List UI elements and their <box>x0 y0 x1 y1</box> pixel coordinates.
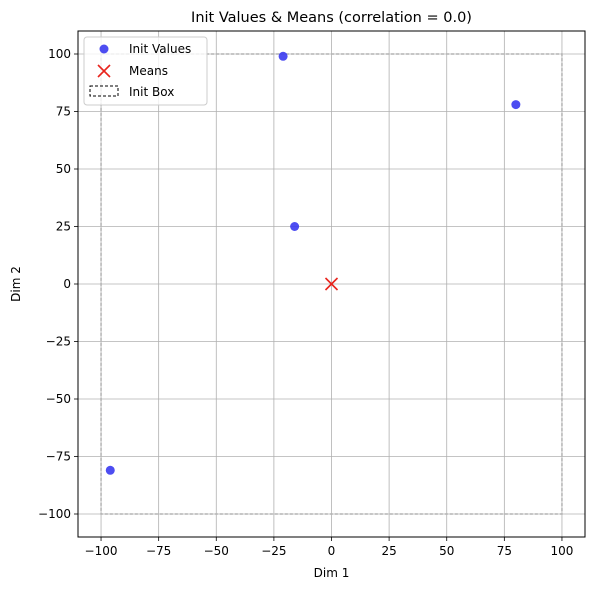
x-tick-label: 25 <box>381 544 396 558</box>
legend-marker-init-values <box>99 44 109 54</box>
y-tick-label: −25 <box>46 335 71 349</box>
y-tick-label: 100 <box>48 47 71 61</box>
y-tick-label: 25 <box>56 220 71 234</box>
init-value-point <box>278 51 288 61</box>
points-layer <box>105 51 521 475</box>
init-value-point <box>290 222 300 231</box>
y-tick-label: −50 <box>46 392 71 406</box>
x-tick-label: 50 <box>439 544 454 558</box>
init-value-point <box>511 100 521 110</box>
chart-title: Init Values & Means (correlation = 0.0) <box>191 10 472 26</box>
x-tick-label: −100 <box>85 544 118 558</box>
x-tick-label: −50 <box>204 544 229 558</box>
legend: Init Values Means Init Box <box>83 36 208 106</box>
legend-label-init-box: Init Box <box>129 85 174 99</box>
y-tick-label: −100 <box>38 507 71 521</box>
x-tick-label: 75 <box>497 544 512 558</box>
y-tick-label: 75 <box>56 105 71 119</box>
x-tick-label: −75 <box>146 544 171 558</box>
legend-frame <box>83 36 208 106</box>
init-box <box>100 53 563 515</box>
legend-label-means: Means <box>129 64 168 78</box>
y-tick-label: 0 <box>63 277 71 291</box>
x-tick-label: 100 <box>551 544 574 558</box>
y-axis-title: Dim 2 <box>9 266 23 302</box>
init-box-layer <box>100 53 563 515</box>
x-axis-title: Dim 1 <box>314 566 350 580</box>
y-tick-label: −75 <box>46 450 71 464</box>
legend-marker-means <box>97 64 111 78</box>
legend-label-init-values: Init Values <box>129 42 191 56</box>
mean-point <box>324 277 339 291</box>
ticks: −100 −75 −50 −25 0 25 50 75 100 −100 −75 −50 −25 0 25 5… <box>38 47 573 558</box>
y-tick-label: 50 <box>56 162 71 176</box>
x-tick-label: −25 <box>261 544 286 558</box>
legend-marker-init-box <box>89 85 119 97</box>
init-value-point <box>105 465 115 475</box>
x-tick-label: 0 <box>328 544 336 558</box>
